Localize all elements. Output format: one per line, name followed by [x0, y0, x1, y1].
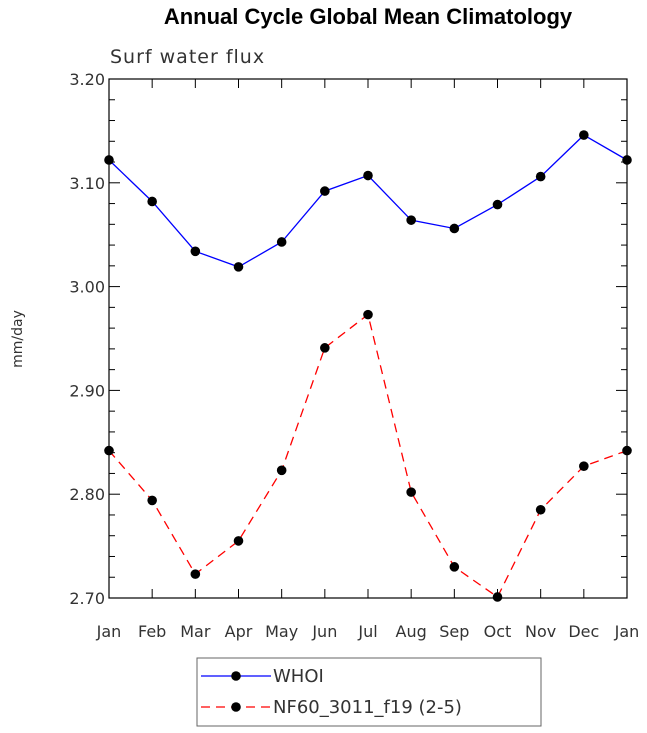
data-point-whoi [579, 130, 589, 140]
x-tick-label: Feb [138, 622, 166, 641]
x-tick-label: Dec [568, 622, 599, 641]
chart-title: Annual Cycle Global Mean Climatology [164, 4, 573, 29]
plot-frame [108, 78, 628, 599]
data-point-nf60-3011-f19-2-5 [535, 504, 546, 515]
x-tick-label: Oct [484, 622, 512, 641]
x-tick-label: Mar [180, 622, 211, 641]
data-point-nf60-3011-f19-2-5 [492, 592, 503, 602]
data-point-whoi [449, 223, 460, 234]
y-tick-label: 3.00 [69, 278, 105, 297]
y-tick-label: 3.20 [69, 70, 105, 89]
axes: 2.70 2.80 2.90 3.00 3.10 3.20 Jan Feb Mar Apr May J… [69, 70, 639, 641]
y-tick-label: 2.70 [69, 589, 105, 608]
y-tick-label: 2.90 [69, 381, 105, 400]
x-tick-label: Jan [614, 622, 640, 641]
data-point-whoi [233, 262, 244, 272]
legend: WHOI NF60_3011_f19 (2-5) [196, 657, 542, 727]
y-axis-label: mm/day [10, 310, 26, 368]
x-tick-label: Sep [439, 622, 469, 641]
y-tick-label: 3.10 [69, 174, 105, 193]
series-line-nf60-3011-f19-2-5 [108, 313, 628, 598]
data-point-whoi [147, 196, 157, 207]
data-point-nf60-3011-f19-2-5 [449, 562, 460, 572]
data-point-whoi [492, 199, 503, 210]
data-point-nf60-3011-f19-2-5 [276, 465, 287, 476]
legend-label-whoi: WHOI [273, 666, 324, 687]
legend-marker-whoi [231, 671, 241, 681]
data-point-whoi [363, 170, 373, 181]
data-point-whoi [535, 171, 546, 182]
data-point-whoi [104, 155, 114, 165]
x-tick-label: Nov [525, 622, 556, 641]
data-point-whoi [320, 186, 330, 196]
series-line-whoi [108, 134, 628, 268]
data-point-whoi [276, 237, 287, 247]
legend-marker-nf60 [231, 702, 241, 712]
data-point-whoi [406, 215, 416, 225]
data-point-nf60-3011-f19-2-5 [622, 445, 632, 456]
data-point-whoi [190, 246, 201, 257]
y-tick-label: 2.80 [69, 485, 105, 504]
x-tick-label: Jul [357, 622, 377, 641]
x-tick-label: Jan [96, 622, 122, 641]
data-point-nf60-3011-f19-2-5 [233, 536, 244, 546]
x-tick-label: May [265, 622, 298, 641]
x-tick-label: Apr [225, 622, 253, 641]
x-tick-label: Aug [396, 622, 427, 641]
data-point-nf60-3011-f19-2-5 [147, 495, 157, 506]
series-group [104, 130, 632, 602]
data-point-nf60-3011-f19-2-5 [363, 309, 373, 320]
legend-box [196, 657, 542, 727]
x-tick-label: Jun [311, 622, 337, 641]
data-point-nf60-3011-f19-2-5 [406, 487, 416, 497]
data-point-nf60-3011-f19-2-5 [190, 569, 201, 579]
data-point-nf60-3011-f19-2-5 [579, 461, 589, 471]
data-point-whoi [622, 155, 632, 165]
data-point-nf60-3011-f19-2-5 [320, 343, 330, 353]
chart-subtitle: Surf water flux [110, 46, 265, 68]
data-point-nf60-3011-f19-2-5 [104, 445, 114, 456]
legend-label-nf60: NF60_3011_f19 (2-5) [273, 697, 462, 718]
